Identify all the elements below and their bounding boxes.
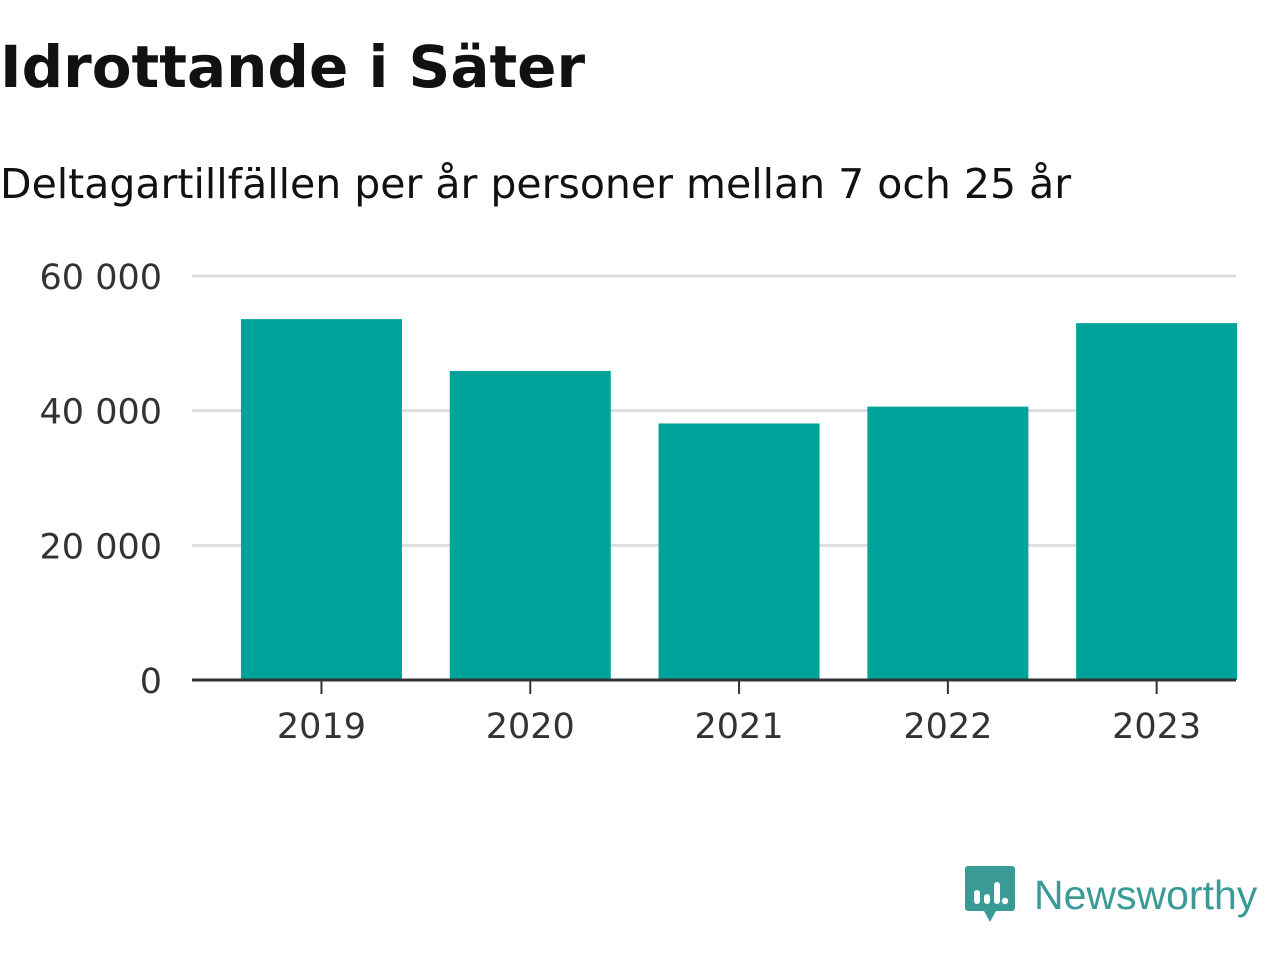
bar bbox=[658, 423, 820, 680]
bar bbox=[867, 406, 1029, 680]
x-tick-labels: 2019 2020 2021 2022 2023 bbox=[277, 707, 1201, 747]
y-tick-label: 20 000 bbox=[40, 527, 162, 567]
y-tick-label: 0 bbox=[140, 662, 162, 702]
y-tick-label: 40 000 bbox=[40, 393, 162, 433]
newsworthy-logo-icon bbox=[965, 866, 1015, 922]
x-tick-label: 2020 bbox=[486, 707, 575, 747]
bar bbox=[1076, 323, 1238, 680]
chart-title: Idrottande i Säter bbox=[0, 33, 586, 101]
y-tick-labels: 0 20 000 40 000 60 000 bbox=[40, 258, 162, 702]
x-tick-label: 2022 bbox=[903, 707, 992, 747]
brand-name: Newsworthy bbox=[1034, 871, 1258, 918]
bars bbox=[240, 319, 1238, 680]
x-tick-label: 2021 bbox=[695, 707, 784, 747]
x-axis bbox=[192, 678, 1236, 694]
chart-subtitle: Deltagartillfällen per år personer mella… bbox=[0, 160, 1072, 208]
bar bbox=[240, 319, 402, 680]
brand-logo: Newsworthy bbox=[964, 864, 1257, 926]
x-tick-label: 2023 bbox=[1112, 707, 1201, 747]
y-tick-label: 60 000 bbox=[40, 258, 162, 298]
bar bbox=[449, 370, 611, 680]
x-tick-label: 2019 bbox=[277, 707, 366, 747]
bar-chart: 0 20 000 40 000 60 000 2019 2020 2021 2022 2023 bbox=[40, 258, 1238, 747]
